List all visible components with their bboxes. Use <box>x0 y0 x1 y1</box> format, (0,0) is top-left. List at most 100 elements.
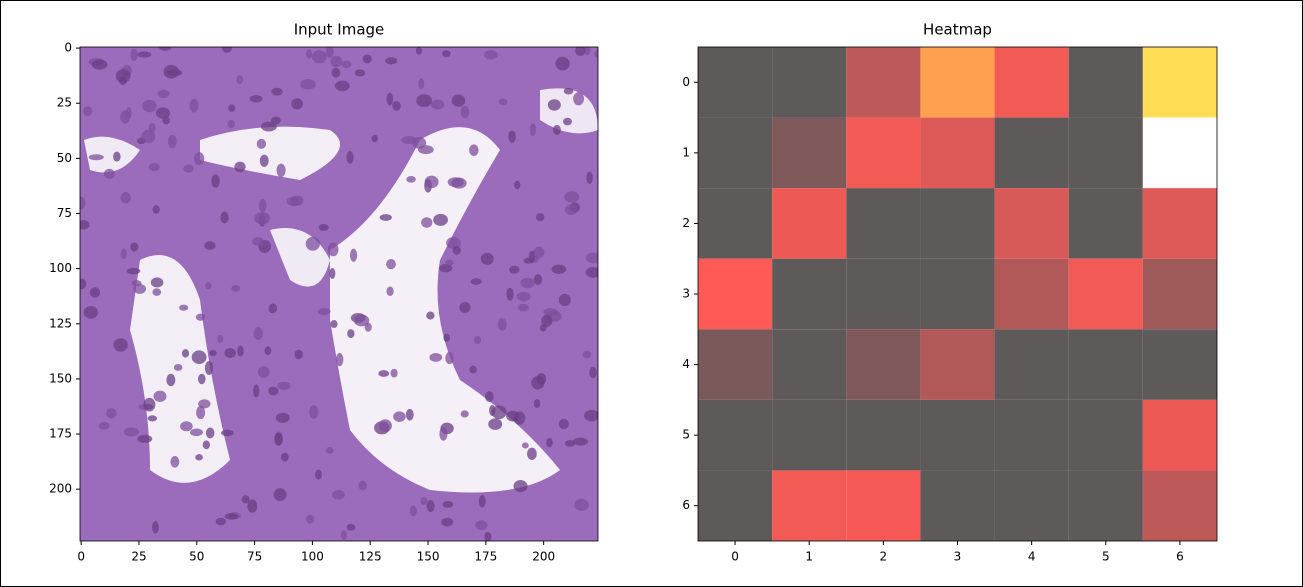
nucleus <box>143 398 155 412</box>
heatmap-cell <box>1069 329 1143 400</box>
y-tick-label: 0 <box>64 41 72 55</box>
heatmap-cell <box>995 400 1069 471</box>
nucleus <box>216 518 226 525</box>
nucleus <box>387 93 394 106</box>
nucleus <box>514 181 520 190</box>
heatmap-cell <box>920 259 994 330</box>
nucleus <box>406 176 416 183</box>
nucleus <box>154 391 167 402</box>
nucleus <box>386 287 393 297</box>
heatmap-cell <box>1143 47 1217 118</box>
y-tick-label: 50 <box>57 151 72 165</box>
heatmap-cell <box>995 188 1069 259</box>
x-tick-label: 1 <box>805 550 813 564</box>
y-tick-label: 75 <box>57 206 72 220</box>
nucleus <box>194 152 204 165</box>
nucleus <box>326 447 334 454</box>
nucleus <box>406 409 414 421</box>
nucleus <box>391 369 398 378</box>
nucleus <box>513 480 527 492</box>
nucleus <box>589 367 597 378</box>
nucleus <box>183 164 193 172</box>
x-tick-label: 2 <box>880 550 888 564</box>
nucleus <box>479 495 486 507</box>
heatmap-cell <box>995 259 1069 330</box>
nucleus <box>342 61 352 68</box>
nucleus <box>385 57 397 64</box>
nucleus <box>543 308 557 316</box>
nucleus <box>427 500 435 512</box>
nucleus <box>534 399 541 408</box>
nucleus <box>253 384 259 397</box>
nucleus <box>461 106 470 118</box>
x-tick-label: 4 <box>1028 550 1036 564</box>
nucleus <box>418 78 424 89</box>
nucleus <box>586 172 593 184</box>
nucleus <box>306 514 314 523</box>
nucleus <box>209 350 216 356</box>
nucleus <box>443 334 450 342</box>
nucleus <box>531 376 544 389</box>
heatmap-cell <box>920 118 994 189</box>
nucleus <box>121 248 127 259</box>
nucleus <box>126 107 132 119</box>
nucleus <box>149 123 156 132</box>
nucleus <box>260 155 269 167</box>
nucleus <box>354 315 369 327</box>
nucleus <box>217 335 223 343</box>
nucleus <box>425 176 439 188</box>
x-tick-label: 3 <box>954 550 962 564</box>
nucleus <box>276 164 285 177</box>
nucleus <box>401 136 417 144</box>
nucleus <box>363 54 372 63</box>
nucleus <box>459 302 470 313</box>
nucleus <box>548 99 561 110</box>
nucleus <box>247 499 257 512</box>
nucleus <box>198 374 206 384</box>
nucleus <box>355 69 366 76</box>
nucleus <box>431 100 444 110</box>
heatmap-cell <box>920 470 994 541</box>
nucleus <box>350 249 357 262</box>
nucleus <box>152 288 161 296</box>
nucleus <box>113 152 121 162</box>
heatmap-cell <box>1069 470 1143 541</box>
nucleus <box>469 144 478 156</box>
nucleus <box>564 88 574 95</box>
nucleus <box>461 410 469 417</box>
nucleus <box>485 391 494 402</box>
nucleus <box>546 438 553 448</box>
nucleus <box>268 304 277 314</box>
axes-title: Input Image <box>294 21 385 39</box>
y-tick-label: 25 <box>57 96 72 110</box>
nucleus <box>203 440 210 449</box>
y-tick-label: 3 <box>682 287 690 301</box>
nucleus <box>520 278 534 289</box>
nucleus <box>234 162 245 173</box>
heatmap-cell <box>698 118 772 189</box>
nucleus <box>149 163 160 171</box>
nucleus <box>179 305 188 311</box>
nucleus <box>277 382 290 390</box>
nucleus <box>205 361 213 375</box>
nucleus <box>259 199 267 212</box>
nucleus <box>156 107 170 118</box>
nucleus <box>167 69 182 76</box>
heatmap-cell <box>920 329 994 400</box>
nucleus <box>452 95 466 107</box>
nucleus <box>559 419 569 429</box>
nucleus <box>124 427 139 436</box>
nucleus <box>347 524 356 531</box>
nucleus <box>583 351 591 359</box>
nucleus <box>158 90 170 99</box>
x-tick-label: 125 <box>359 550 382 564</box>
y-tick-label: 0 <box>682 75 690 89</box>
x-tick-label: 6 <box>1176 550 1184 564</box>
heatmap-cell <box>772 400 846 471</box>
nucleus <box>336 353 343 366</box>
x-tick-label: 5 <box>1102 550 1110 564</box>
heatmap-cell <box>995 470 1069 541</box>
heatmap-cell <box>1143 118 1217 189</box>
axes-title: Heatmap <box>923 21 992 39</box>
nucleus <box>224 348 235 358</box>
